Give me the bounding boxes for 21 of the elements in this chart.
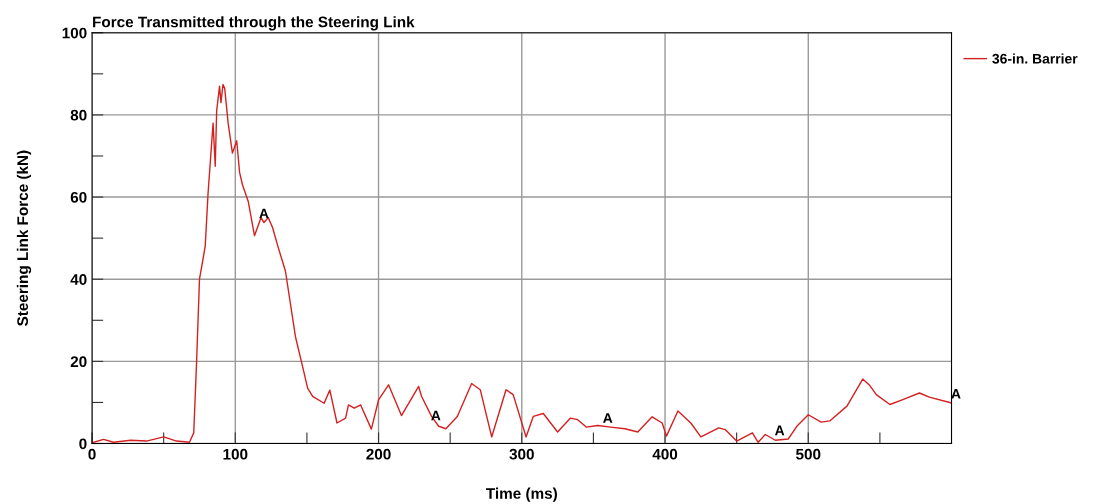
x-axis-title: Time (ms) [486, 487, 557, 502]
x-tick-label: 100 [223, 448, 248, 460]
y-tick-label: 20 [70, 356, 87, 368]
y-axis-title: Steering Link Force (kN) [16, 150, 32, 326]
y-tick-label: 40 [70, 274, 87, 285]
annotation: A [774, 425, 785, 436]
chart-title: Force Transmitted through the Steering Link [93, 16, 415, 31]
x-tick-label: 500 [796, 448, 821, 460]
y-tick-label: 80 [70, 109, 87, 121]
annotation: A [259, 208, 269, 219]
x-tick-label: 400 [652, 448, 678, 460]
legend-label: 36-in. Barrier [992, 53, 1078, 64]
y-tick-label: 60 [70, 191, 87, 203]
annotation: A [603, 413, 613, 423]
x-tick-label: 300 [509, 448, 534, 460]
x-tick-label: 0 [88, 448, 96, 460]
annotation: A [431, 410, 441, 421]
y-tick-label: 100 [62, 27, 87, 39]
y-tick-label: 0 [79, 438, 87, 450]
annotation: A [951, 389, 961, 399]
x-tick-label: 200 [366, 448, 391, 460]
